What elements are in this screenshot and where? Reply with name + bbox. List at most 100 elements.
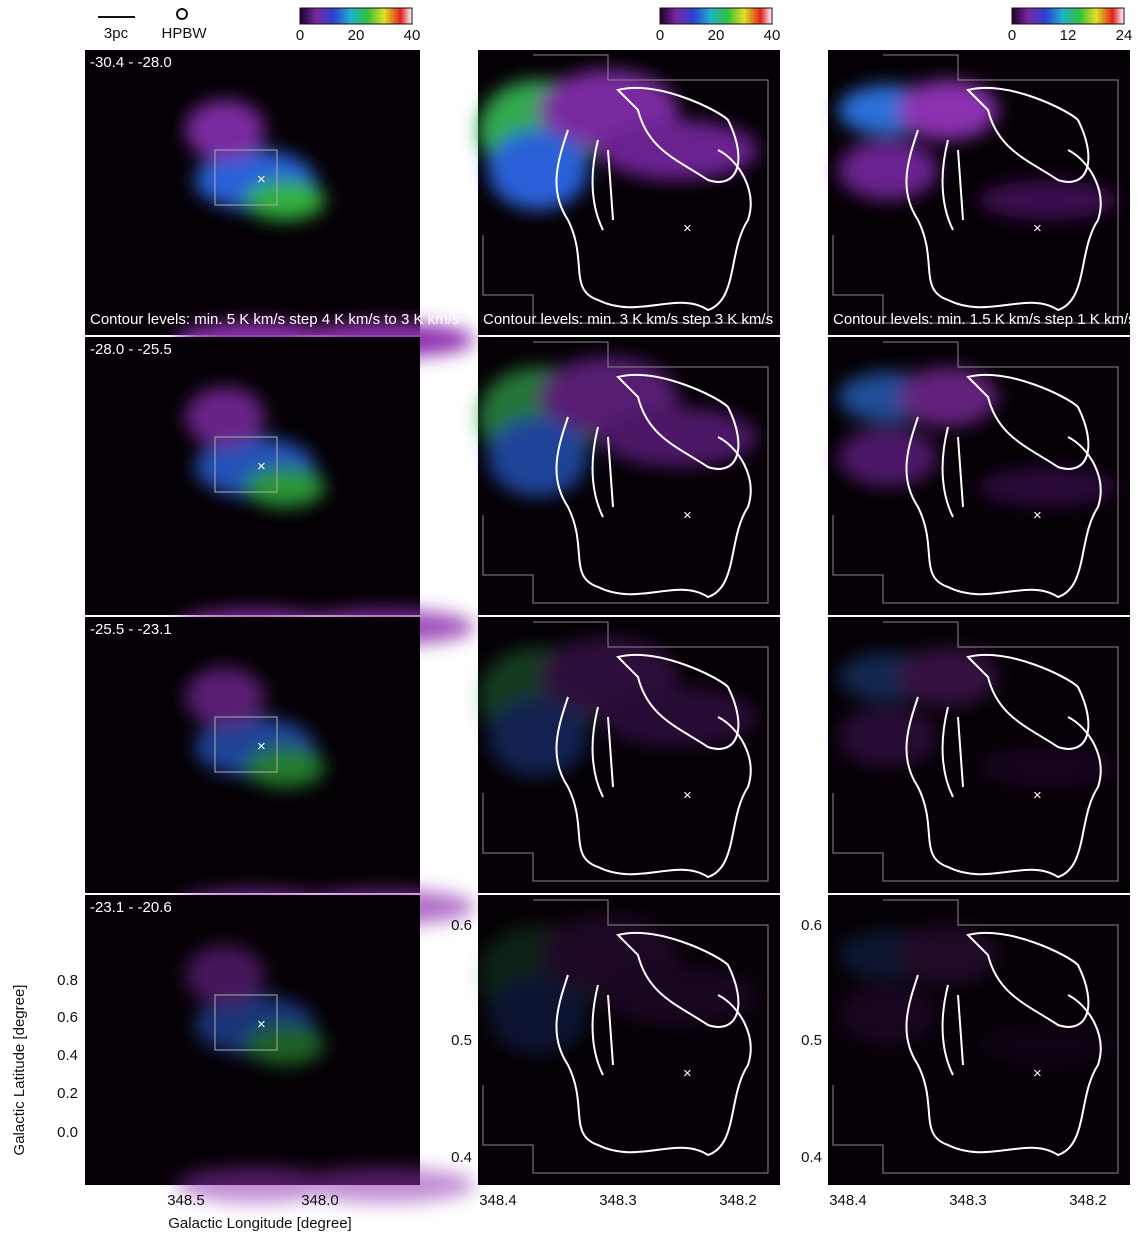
emission [175,945,475,1203]
x-tick-label: 348.2 [719,1192,757,1209]
x-tick-label: 348.3 [949,1192,987,1209]
colorbar-tick: 40 [404,27,421,44]
region-outline [832,899,1119,1174]
emission-blob [898,925,998,985]
y-tick-label: 0.4 [451,1149,472,1166]
colorbar-tick: 20 [708,27,725,44]
region-outline [832,341,1119,604]
colorbar-tick: 40 [764,27,781,44]
cross: × [683,507,692,524]
map-panel: × [85,337,475,645]
x-tick-label: 348.0 [301,1192,339,1209]
x-tick-label: 348.4 [479,1192,517,1209]
emission [478,70,758,210]
velocity-label: -30.4 - -28.0 [90,54,172,71]
scale-label: 3pc [104,25,129,42]
y-tick-label: 0.2 [57,1085,78,1102]
y-tick-label: 0.4 [801,1149,822,1166]
x-tick-label: 348.4 [829,1192,867,1209]
emission-blob [898,367,998,427]
contour-note: Contour levels: min. 5 K km/s step 4 K k… [90,311,459,328]
colorbar [659,7,773,25]
cross: × [257,458,266,475]
y-tick-label: 0.6 [451,917,472,934]
colorbar [299,7,413,25]
emission [478,357,758,497]
emission-blob [978,1025,1118,1065]
velocity-label: -23.1 - -20.6 [90,899,172,916]
emission-blob [245,1025,325,1065]
x-tick-label: 348.5 [167,1192,205,1209]
cross: × [1033,1065,1042,1082]
contour-note: Contour levels: min. 3 K km/s step 3 K k… [483,311,773,328]
emission-blob [245,180,325,220]
map-panel: × [85,895,475,1203]
colorbar-tick: 24 [1116,27,1133,44]
y-tick-label: 0.6 [801,917,822,934]
emission-blob [838,707,938,767]
emission-blob [598,965,758,1025]
region-outline [482,54,769,324]
colorbar-tick: 0 [296,27,304,44]
beam-icon [176,8,188,20]
emission [838,925,1118,1065]
y-tick-label: 0.4 [57,1047,78,1064]
contour-note: Contour levels: min. 1.5 K km/s step 1 K… [833,311,1136,328]
emission-blob [978,180,1118,220]
emission-blob [185,667,265,727]
colorbar [1011,7,1125,25]
y-tick-label: 0.8 [57,972,78,989]
colorbar-tick: 0 [656,27,664,44]
emission-blob [175,1167,335,1203]
cross: × [257,171,266,188]
emission-blob [838,140,938,200]
cross: × [257,1016,266,1033]
emission-blob [488,130,588,210]
colorbar-tick: 0 [1008,27,1016,44]
colorbar-tick: 12 [1060,27,1077,44]
map-panel: × [478,50,780,335]
x-tick-label: 348.2 [1069,1192,1107,1209]
region-box [214,149,278,206]
emission-blob [898,647,998,707]
emission-blob [488,697,588,777]
cross: × [683,1065,692,1082]
emission-blob [295,1167,475,1203]
emission-blob [598,687,758,747]
region-box [214,994,278,1051]
cross: × [1033,507,1042,524]
emission-blob [598,407,758,467]
region-outline [482,899,769,1174]
beam-label: HPBW [162,25,208,42]
y-tick-label: 0.5 [451,1032,472,1049]
emission-blob [245,467,325,507]
map-panel: × [828,617,1130,893]
map-panel: × [828,895,1130,1185]
y-tick-label: 0.5 [801,1032,822,1049]
cross: × [683,787,692,804]
cross: × [1033,787,1042,804]
emission-blob [245,747,325,787]
emission-blob [598,120,758,180]
emission [478,637,758,777]
region-outline [482,621,769,882]
colorbar-tick: 20 [348,27,365,44]
emission-blob [838,985,938,1045]
map-panel: × [828,50,1130,335]
emission-blob [488,975,588,1055]
map-panel: × [478,617,780,893]
emission-blob [838,427,938,487]
y-tick-label: 0.0 [57,1124,78,1141]
emission-blob [898,80,998,140]
region-box [214,716,278,773]
map-panel: × [478,895,780,1185]
x-tick-label: 348.3 [599,1192,637,1209]
map-panel: × [85,617,475,925]
map-panel: × [478,337,780,615]
cross: × [257,738,266,755]
cross: × [1033,220,1042,237]
emission-blob [488,417,588,497]
velocity-label: -28.0 - -25.5 [90,341,172,358]
emission [478,915,758,1055]
region-outline [482,341,769,604]
